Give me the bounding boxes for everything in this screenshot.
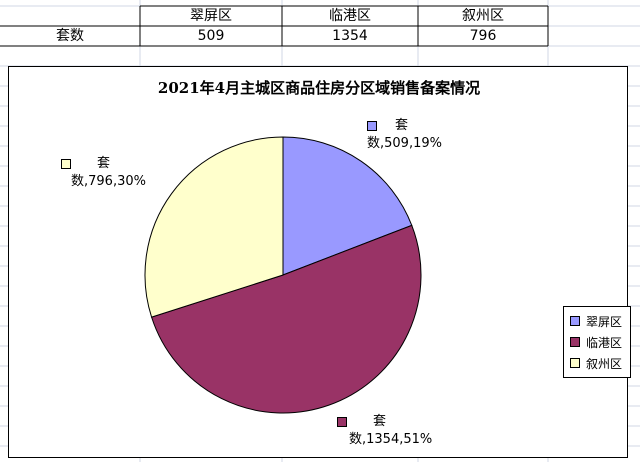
pie-chart[interactable]: 2021年4月主城区商品住房分区域销售备案情况 套 数,509,19% 套 数,…	[8, 66, 631, 458]
table-value-cuiping: 509	[197, 28, 225, 44]
data-label-swatch-lingang	[337, 416, 347, 427]
pie-slice-lingang[interactable]	[150, 224, 422, 414]
table-header-xuzhou: 叙州区	[462, 8, 504, 24]
data-label-swatch-cuiping	[367, 120, 377, 131]
legend-swatch-cuiping	[570, 316, 580, 326]
chart-title: 2021年4月主城区商品住房分区域销售备案情况	[157, 79, 481, 97]
legend-swatch-xuzhou	[570, 358, 580, 368]
legend-swatch-lingang	[570, 337, 580, 347]
data-label-lingang: 套 数,1354,51%	[337, 413, 432, 449]
legend-item-cuiping: 翠屏区	[570, 312, 622, 330]
pie-plot	[144, 136, 422, 414]
pie-slice-xuzhou[interactable]	[144, 136, 284, 318]
data-label-swatch-xuzhou	[61, 158, 71, 169]
data-label-xuzhou: 套 数,796,30%	[61, 155, 146, 191]
table-value-lingang: 1354	[332, 28, 368, 44]
data-label-cuiping: 套 数,509,19%	[367, 118, 442, 151]
table-header-cuiping: 翠屏区	[190, 8, 232, 24]
legend-item-xuzhou: 叙州区	[570, 354, 622, 372]
legend-item-lingang: 临港区	[570, 333, 622, 351]
table-value-xuzhou: 796	[469, 28, 497, 44]
table-row-label: 套数	[56, 28, 84, 44]
table-header-lingang: 临港区	[329, 8, 371, 24]
pie-slice-cuiping[interactable]	[282, 136, 413, 276]
chart-legend: 翠屏区 临港区 叙州区	[563, 306, 631, 378]
